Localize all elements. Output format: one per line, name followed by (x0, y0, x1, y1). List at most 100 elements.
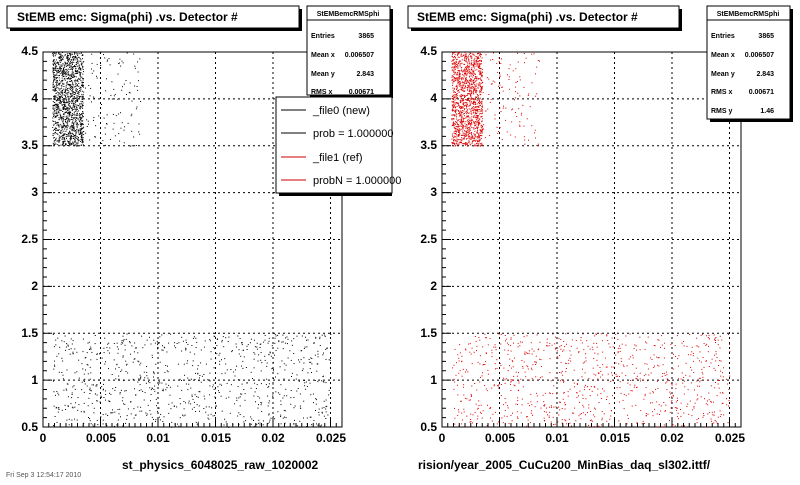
right-point-s0 (480, 63, 482, 65)
right-point-s0 (461, 77, 463, 79)
left-point-s0 (77, 70, 79, 72)
right-point-s2 (610, 380, 612, 382)
left-point-s0 (74, 81, 76, 83)
left-point-s0 (70, 138, 72, 140)
right-point-s2 (523, 361, 525, 363)
right-point-s2 (562, 398, 564, 400)
left-point-s0 (75, 130, 77, 132)
right-point-s0 (453, 140, 455, 142)
left-point-s0 (54, 55, 56, 57)
right-point-s2 (609, 346, 611, 348)
left-point-s0 (61, 64, 63, 66)
left-point-s2 (216, 339, 218, 340)
right-point-s0 (460, 115, 462, 117)
right-point-s2 (675, 401, 677, 403)
left-point-s2 (63, 341, 65, 343)
left-point-s2 (118, 378, 120, 380)
right-point-s0 (477, 66, 479, 68)
right-point-s2 (728, 405, 729, 407)
left-point-s1 (86, 126, 88, 127)
right-point-s2 (697, 357, 699, 359)
right-point-s2 (665, 382, 667, 384)
left-point-s0 (63, 104, 65, 105)
right-point-s2 (569, 422, 571, 424)
right-point-s2 (554, 343, 556, 345)
left-point-s0 (70, 112, 72, 113)
left-point-s2 (201, 375, 203, 377)
right-stats-label-1: Mean x (711, 52, 735, 59)
left-stats-label-0: Entries (311, 33, 335, 40)
left-point-s2 (207, 417, 209, 419)
left-point-s2 (71, 406, 73, 408)
right-point-s2 (675, 356, 677, 357)
right-point-s2 (519, 345, 521, 347)
right-point-s1 (486, 77, 488, 79)
right-point-s2 (517, 343, 519, 345)
left-point-s2 (323, 352, 324, 354)
right-point-s2 (712, 414, 714, 416)
left-point-s2 (256, 346, 258, 348)
right-point-s2 (549, 342, 551, 344)
left-point-s2 (185, 383, 187, 385)
left-point-s2 (55, 406, 57, 408)
right-point-s2 (608, 403, 610, 405)
left-point-s2 (160, 413, 162, 415)
left-point-s0 (67, 107, 69, 109)
right-point-s0 (456, 95, 458, 97)
right-point-s0 (472, 136, 474, 138)
right-point-s1 (518, 108, 520, 110)
right-point-s2 (713, 414, 715, 416)
right-point-s0 (463, 138, 465, 140)
right-point-s2 (658, 339, 660, 341)
left-point-s1 (133, 136, 135, 138)
left-point-s2 (238, 379, 240, 381)
left-point-s2 (179, 403, 181, 405)
right-point-s2 (698, 417, 699, 419)
right-point-s2 (567, 395, 569, 397)
right-point-s0 (482, 82, 484, 84)
right-point-s2 (564, 408, 566, 410)
left-point-s2 (114, 411, 116, 413)
left-point-s0 (70, 95, 72, 97)
left-point-s0 (73, 117, 75, 119)
left-point-s0 (66, 108, 68, 110)
right-point-s2 (496, 359, 498, 361)
right-point-s2 (504, 410, 506, 412)
left-point-s2 (141, 335, 143, 337)
right-point-s0 (475, 103, 476, 105)
right-point-s2 (582, 362, 584, 364)
left-point-s0 (66, 63, 68, 65)
left-point-s2 (53, 346, 55, 348)
left-point-s0 (69, 62, 71, 64)
right-point-s0 (461, 101, 463, 103)
left-point-s0 (61, 116, 63, 118)
right-point-s2 (588, 404, 590, 406)
right-point-s2 (526, 416, 527, 418)
left-point-s0 (73, 84, 75, 86)
right-point-s0 (456, 138, 458, 140)
right-point-s0 (479, 54, 481, 56)
left-point-s2 (116, 364, 118, 366)
right-point-s0 (469, 89, 471, 91)
left-point-s2 (76, 371, 78, 373)
left-point-s2 (272, 383, 274, 385)
left-point-s0 (59, 102, 61, 104)
right-point-s2 (593, 373, 595, 375)
right-point-s0 (460, 140, 462, 142)
left-point-s2 (231, 351, 233, 353)
left-point-s2 (127, 372, 129, 374)
left-point-s2 (269, 351, 271, 353)
right-point-s2 (719, 380, 720, 381)
right-point-s0 (455, 130, 457, 132)
left-point-s0 (58, 82, 60, 84)
right-point-s0 (461, 89, 463, 91)
left-point-s2 (239, 405, 241, 407)
left-point-s2 (274, 337, 276, 339)
left-point-s0 (76, 125, 78, 127)
right-point-s2 (540, 366, 542, 368)
right-point-s0 (470, 132, 472, 134)
left-point-s2 (78, 377, 80, 379)
right-point-s0 (477, 87, 479, 89)
right-point-s2 (652, 391, 654, 393)
right-point-s0 (461, 143, 463, 145)
